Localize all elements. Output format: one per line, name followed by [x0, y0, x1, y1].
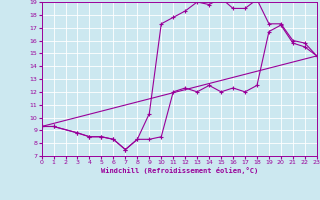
X-axis label: Windchill (Refroidissement éolien,°C): Windchill (Refroidissement éolien,°C)	[100, 167, 258, 174]
